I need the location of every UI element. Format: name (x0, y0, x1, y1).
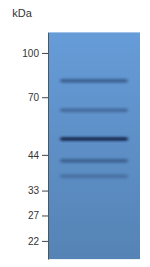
tick-mark (42, 53, 48, 54)
tick-mark (42, 191, 48, 192)
band (60, 79, 128, 83)
tick-label: 100 (22, 48, 39, 59)
tick-mark (42, 97, 48, 98)
tick: 100 (22, 48, 48, 59)
tick: 70 (28, 92, 48, 103)
tick-mark (42, 215, 48, 216)
tick-label: 33 (28, 185, 40, 196)
tick: 27 (28, 210, 48, 221)
axis-line (48, 33, 49, 260)
tick-mark (42, 155, 48, 156)
tick-mark (42, 241, 48, 242)
bands (60, 79, 128, 179)
tick: 22 (28, 236, 48, 247)
tick-label: 44 (28, 150, 40, 161)
band (60, 137, 128, 141)
tick-label: 22 (28, 236, 40, 247)
tick-label: 27 (28, 210, 40, 221)
band (60, 174, 128, 178)
membrane (48, 32, 140, 259)
blot-figure: 100 70 44 33 27 22 kDa (0, 0, 150, 267)
axis-title: kDa (12, 7, 32, 19)
y-axis: 100 70 44 33 27 22 (22, 33, 48, 260)
band (60, 159, 128, 163)
band (60, 108, 128, 112)
tick: 33 (28, 185, 48, 196)
tick-label: 70 (28, 92, 40, 103)
tick: 44 (28, 150, 48, 161)
